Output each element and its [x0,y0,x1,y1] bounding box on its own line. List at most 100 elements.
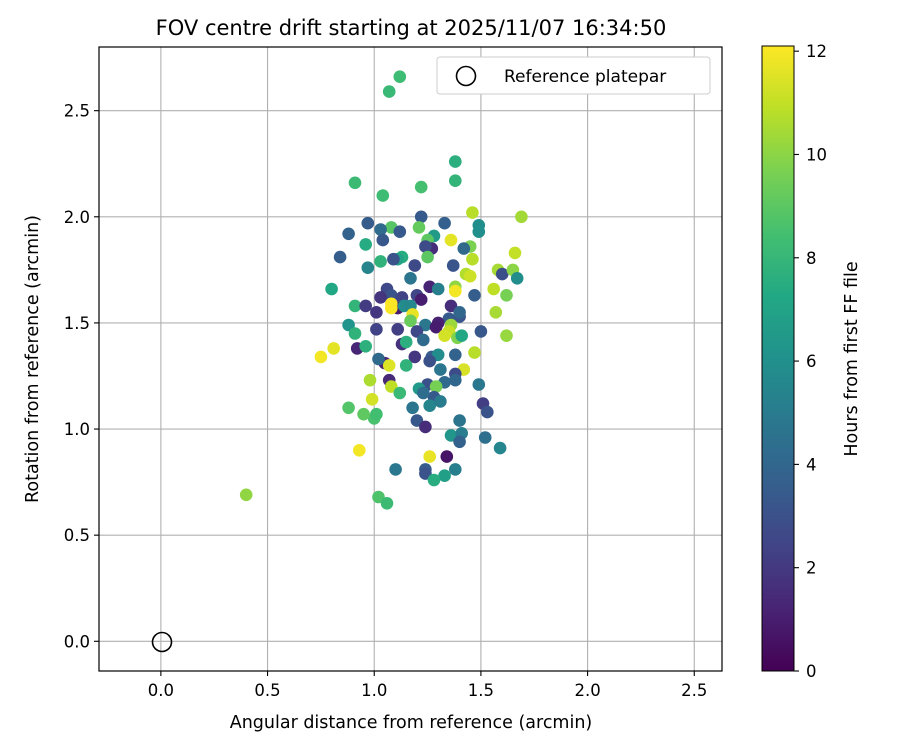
data-point [446,259,460,272]
data-point [472,378,486,391]
legend-box [436,56,711,95]
reference-marker [151,631,173,653]
data-point [500,329,513,343]
data-point [357,407,370,421]
data-point [468,346,481,359]
data-point [348,299,362,313]
data-points [239,70,528,510]
data-point [421,250,434,264]
data-point [449,463,462,476]
data-point [372,352,385,366]
axis-ticks: 0.0 0.5 1.0 1.5 2.0 2.5 0.0 0.5 1.0 1.5 2.0 2.5 [64,102,708,700]
data-point [434,363,447,376]
data-point [399,335,413,349]
data-point [429,380,443,393]
data-point [370,407,383,421]
data-point [438,329,451,343]
data-point [359,340,373,353]
data-point [314,350,328,364]
colorbar-tick-label: 4 [806,455,817,474]
data-point [361,216,375,230]
y-tick-label: 0.5 [64,526,90,545]
data-point [393,225,407,238]
data-point [457,242,471,255]
data-point [444,299,458,313]
data-point [393,70,407,83]
data-point [474,325,488,338]
data-point [431,282,445,296]
data-point [393,386,407,400]
data-point [419,420,432,434]
data-point [444,233,458,247]
x-tick-label: 2.0 [574,681,600,700]
data-point [500,289,513,302]
data-point [495,267,509,281]
data-point [408,350,422,364]
data-point [429,320,443,334]
data-point [370,306,383,319]
data-point [423,399,437,413]
colorbar-gradient [761,45,795,672]
colorbar: 0 2 4 6 8 10 12 Hours from first FF file [761,42,862,681]
data-point [417,386,430,400]
data-point [455,329,469,343]
data-point [423,450,437,463]
data-point [391,323,405,336]
data-point [414,293,428,306]
colorbar-tick-label: 0 [806,662,817,681]
legend-marker [455,65,477,87]
data-point [487,282,501,296]
data-point [419,467,432,480]
x-tick-label: 1.5 [468,681,494,700]
data-point [449,373,462,387]
grid-lines [99,47,722,671]
data-point [493,441,507,455]
y-tick-label: 1.0 [64,420,90,439]
data-point [434,395,447,408]
data-point [361,261,375,275]
plot-frame [98,46,723,672]
data-point [453,414,466,427]
data-point [414,210,428,224]
data-point [239,488,253,502]
y-tick-label: 2.0 [64,208,90,227]
data-point [365,393,379,406]
data-point [342,401,355,415]
data-point [472,225,486,238]
colorbar-tick-label: 2 [806,559,817,578]
data-point [380,497,394,510]
data-point [376,233,390,247]
data-point [438,216,451,230]
y-axis-label: Rotation from reference (arcmin) [23,215,43,503]
colorbar-ticks: 0 2 4 6 8 10 12 [794,42,827,681]
data-point [478,431,492,444]
data-point [370,323,383,336]
data-point [385,297,398,311]
x-axis-label: Angular distance from reference (arcmin) [230,713,593,733]
data-point [423,354,437,368]
data-point [333,250,347,264]
data-point [449,174,462,187]
legend: Reference platepar [436,56,711,95]
data-point [438,469,451,483]
data-point [363,373,377,387]
data-point [449,284,462,298]
data-point [382,85,396,98]
colorbar-tick-label: 10 [806,145,827,164]
colorbar-tick-label: 12 [806,42,827,61]
data-point [359,299,373,313]
data-point [374,223,387,236]
data-point [510,272,524,285]
data-point [440,450,454,463]
data-point [468,289,481,302]
data-point [387,252,400,266]
data-point [489,306,503,319]
data-point [353,444,366,457]
data-point [389,463,402,476]
data-point [481,405,494,419]
y-tick-label: 1.5 [64,314,90,333]
data-point [508,246,522,260]
data-point [348,176,362,190]
colorbar-tick-label: 6 [806,352,817,371]
data-point [325,282,338,296]
